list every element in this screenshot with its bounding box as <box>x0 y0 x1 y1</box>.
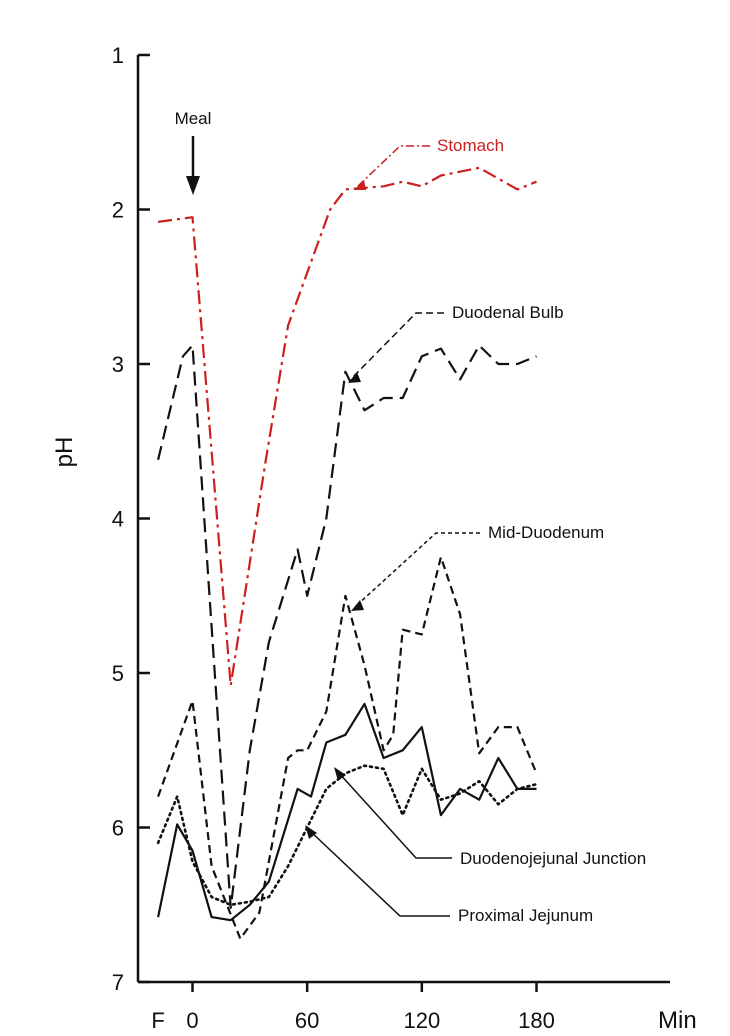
meal-annotation: Meal <box>175 109 212 195</box>
x-axis-title: Min <box>658 1007 697 1034</box>
mid-duodenum-label-group: Mid-Duodenum <box>351 523 604 611</box>
proximal-jejunum-label-group: Proximal Jejunum <box>305 825 593 925</box>
x-tick-label: 180 <box>518 1008 555 1033</box>
proximal-jejunum-label: Proximal Jejunum <box>458 906 593 925</box>
duodenal-bulb-label-group: Duodenal Bulb <box>348 303 564 383</box>
series-lines <box>156 166 538 940</box>
x-axis-ticks: F 0 60 120 180 <box>151 982 555 1033</box>
meal-arrow-head <box>186 176 200 195</box>
stomach-leader-line <box>357 145 430 187</box>
duodenojejunal-junction-leader-line <box>337 771 452 859</box>
y-axis-ticks: 1 2 3 4 5 6 7 <box>112 43 150 995</box>
y-tick-label: 6 <box>112 816 124 841</box>
duodenal-bulb-series-line <box>157 344 537 909</box>
y-tick-label: 3 <box>112 352 124 377</box>
y-tick-label: 7 <box>112 970 124 995</box>
duodenal-bulb-label: Duodenal Bulb <box>452 303 564 322</box>
mid-duodenum-leader-arrowhead <box>351 600 364 611</box>
y-tick-label: 2 <box>112 198 124 223</box>
duodenal-bulb-leader-arrowhead <box>348 372 361 383</box>
y-tick-label: 1 <box>112 43 124 68</box>
proximal-jejunum-leader-arrowhead <box>305 825 317 839</box>
proximal-jejunum-series-line <box>156 764 538 907</box>
duodenojejunal-junction-label-group: Duodenojejunal Junction <box>334 767 646 868</box>
mid-duodenum-label: Mid-Duodenum <box>488 523 604 542</box>
stomach-label-group: Stomach <box>354 136 504 190</box>
stomach-series-line <box>157 166 537 687</box>
duodenojejunal-junction-leader-arrowhead <box>334 767 346 781</box>
series-labels: Stomach Duodenal Bulb Mid-Duodenum Duode… <box>305 136 646 925</box>
mid-duodenum-series-line <box>157 556 538 940</box>
y-tick-label: 4 <box>112 507 124 532</box>
stomach-label: Stomach <box>437 136 504 155</box>
x-tick-label: 0 <box>186 1008 198 1033</box>
meal-label: Meal <box>175 109 212 128</box>
proximal-jejunum-leader-line <box>308 829 450 917</box>
duodenojejunal-junction-series-line <box>157 702 537 922</box>
stomach-leader-arrowhead <box>354 180 366 190</box>
mid-duodenum-leader-line <box>355 532 480 607</box>
duodenal-bulb-leader-line <box>351 312 444 379</box>
x-tick-label: 60 <box>295 1008 319 1033</box>
duodenojejunal-junction-label: Duodenojejunal Junction <box>460 849 646 868</box>
x-tick-label: F <box>151 1008 164 1033</box>
y-tick-label: 5 <box>112 661 124 686</box>
y-axis-title: pH <box>51 437 78 468</box>
x-tick-label: 120 <box>403 1008 440 1033</box>
